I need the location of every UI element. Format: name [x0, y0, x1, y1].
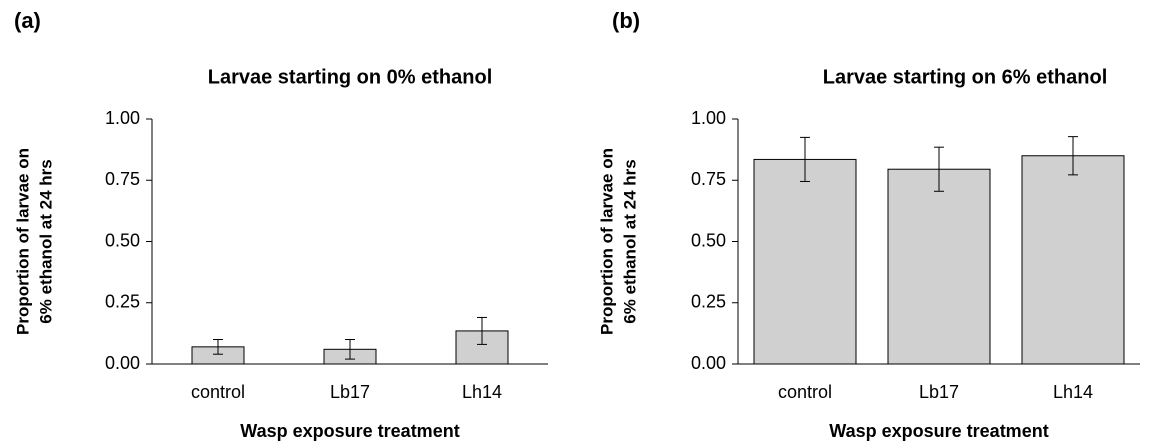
y-tick-label: 0.50	[105, 230, 140, 250]
chart-title: Larvae starting on 6% ethanol	[823, 66, 1108, 88]
y-tick-label: 0.75	[691, 169, 726, 189]
y-tick-label: 0.75	[105, 169, 140, 189]
y-axis-label: 6% ethanol at 24 hrs	[36, 159, 55, 323]
bar	[1021, 155, 1125, 365]
y-axis-label: Proportion of larvae on	[597, 148, 616, 335]
bar	[753, 158, 857, 365]
y-tick-label: 0.25	[105, 292, 140, 312]
x-tick-label: Lb17	[330, 382, 370, 402]
y-tick-label: 1.00	[691, 108, 726, 128]
y-tick-label: 1.00	[105, 108, 140, 128]
y-axis-label: 6% ethanol at 24 hrs	[620, 159, 639, 323]
panel-label: (b)	[612, 8, 640, 33]
y-tick-label: 0.25	[691, 292, 726, 312]
x-axis-label: Wasp exposure treatment	[829, 421, 1048, 441]
bar	[887, 168, 991, 365]
chart-title: Larvae starting on 0% ethanol	[208, 66, 493, 88]
y-axis-label: Proportion of larvae on	[13, 148, 32, 335]
panel-label: (a)	[14, 8, 41, 33]
x-tick-label: Lb17	[919, 382, 959, 402]
x-axis-label: Wasp exposure treatment	[240, 421, 459, 441]
y-tick-label: 0.00	[105, 353, 140, 373]
y-tick-label: 0.50	[691, 230, 726, 250]
x-tick-label: control	[778, 382, 832, 402]
x-tick-label: Lh14	[1053, 382, 1093, 402]
x-tick-label: Lh14	[462, 382, 502, 402]
x-tick-label: control	[191, 382, 245, 402]
y-tick-label: 0.00	[691, 353, 726, 373]
